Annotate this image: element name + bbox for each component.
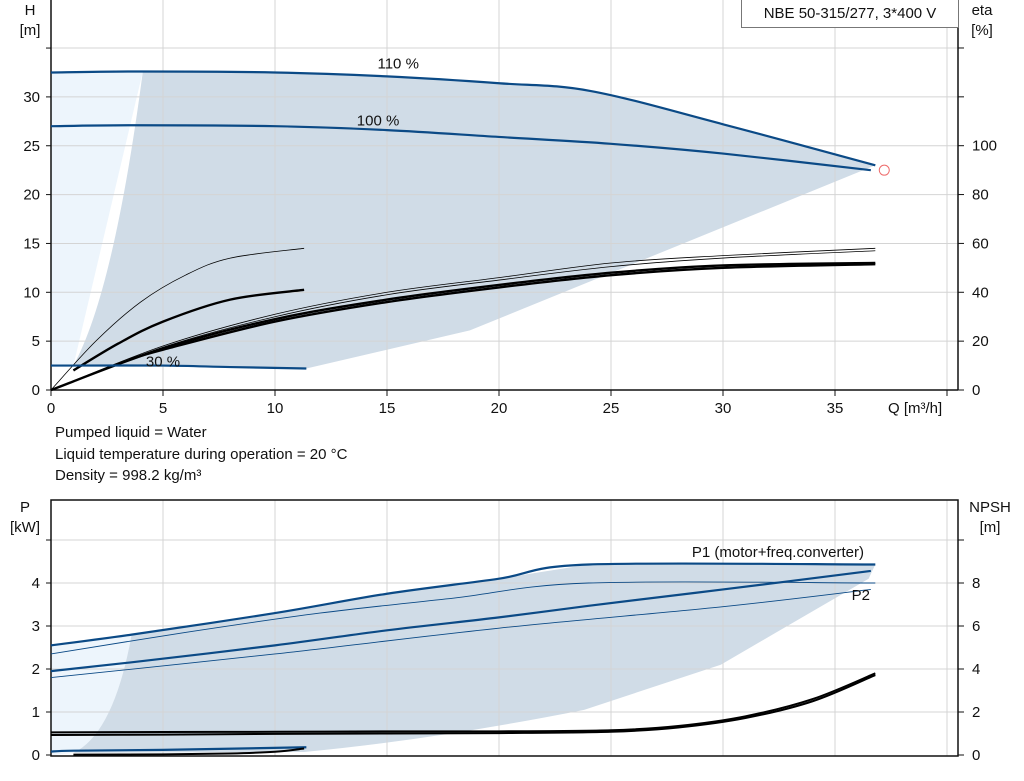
x-tick-label: 15 xyxy=(379,400,396,417)
operating-area-top xyxy=(73,71,876,369)
head-curve-0 xyxy=(50,70,876,167)
info-liquid-temperature: Liquid temperature during operation = 20… xyxy=(55,446,348,463)
y-tick-label: 0 xyxy=(32,382,40,399)
info-density: Density = 998.2 kg/m³ xyxy=(55,467,202,484)
y-tick-label: 10 xyxy=(23,284,40,301)
power-curve-label-p2: P2 xyxy=(852,587,870,604)
plot-frame-bottom xyxy=(50,499,959,757)
y-axis-label: P xyxy=(20,499,30,516)
y2-axis-label: eta xyxy=(972,2,994,19)
y-tick-label: 30 xyxy=(23,89,40,106)
y-axis-label: H xyxy=(25,2,36,19)
efficiency-curve-1 xyxy=(72,288,305,372)
npsh-curve-0 xyxy=(50,672,876,734)
y2-tick-label: 0 xyxy=(972,747,980,764)
y2-tick-label: 100 xyxy=(972,138,997,155)
y-tick-label: 0 xyxy=(32,747,40,764)
head-curve-label: 110 % xyxy=(377,56,418,73)
duty-point-marker xyxy=(878,164,890,176)
y-axis-unit: [kW] xyxy=(10,519,40,536)
npsh-curve-2 xyxy=(73,747,305,756)
head-curve-1 xyxy=(50,124,871,172)
power-curve-1 xyxy=(50,581,876,655)
y2-axis-label: NPSH xyxy=(969,499,1011,516)
y-tick-label: 3 xyxy=(32,618,40,635)
chart-title: NBE 50-315/277, 3*400 V xyxy=(741,0,959,28)
x-tick-label: 20 xyxy=(491,400,508,417)
x-axis-label: Q [m³/h] xyxy=(888,400,942,417)
y-axis-unit: [m] xyxy=(20,22,41,39)
efficiency-curve-5 xyxy=(129,262,876,361)
efficiency-curve-3 xyxy=(50,250,876,391)
y2-tick-label: 20 xyxy=(972,333,989,350)
x-tick-label: 10 xyxy=(267,400,284,417)
power-curve-0 xyxy=(50,562,876,647)
power-curve-label-p1: P1 (motor+freq.converter) xyxy=(692,544,864,561)
y2-tick-label: 6 xyxy=(972,618,980,635)
y2-axis-unit: [%] xyxy=(971,22,993,39)
head-curve-2 xyxy=(50,364,307,370)
y-tick-label: 15 xyxy=(23,235,40,252)
efficiency-curve-4 xyxy=(50,261,876,392)
y2-tick-label: 8 xyxy=(972,575,980,592)
head-curve-label: 100 % xyxy=(357,112,400,129)
x-tick-label: 0 xyxy=(47,400,55,417)
y-tick-label: 5 xyxy=(32,333,40,350)
y2-tick-label: 2 xyxy=(972,704,980,721)
y2-tick-label: 80 xyxy=(972,187,989,204)
y-tick-label: 4 xyxy=(32,575,40,592)
y2-tick-label: 0 xyxy=(972,382,980,399)
y2-tick-label: 40 xyxy=(972,284,989,301)
x-tick-label: 25 xyxy=(603,400,620,417)
y2-tick-label: 4 xyxy=(972,661,980,678)
y-tick-label: 1 xyxy=(32,704,40,721)
npsh-curve-1 xyxy=(50,674,876,737)
x-tick-label: 5 xyxy=(159,400,167,417)
y2-axis-unit: [m] xyxy=(980,519,1001,536)
x-tick-label: 30 xyxy=(715,400,732,417)
efficiency-curve-2 xyxy=(50,247,876,391)
y2-tick-label: 60 xyxy=(972,235,989,252)
y-tick-label: 20 xyxy=(23,187,40,204)
power-curve-2 xyxy=(50,569,871,673)
efficiency-curve-0 xyxy=(50,247,305,391)
y-tick-label: 25 xyxy=(23,138,40,155)
power-curve-4 xyxy=(50,746,307,753)
power-curve-3 xyxy=(50,589,871,679)
info-pumped-liquid: Pumped liquid = Water xyxy=(55,424,207,441)
y-tick-label: 2 xyxy=(32,661,40,678)
head-curve-label: 30 % xyxy=(146,354,180,371)
x-tick-label: 35 xyxy=(827,400,844,417)
operating-area-bottom xyxy=(73,564,876,753)
